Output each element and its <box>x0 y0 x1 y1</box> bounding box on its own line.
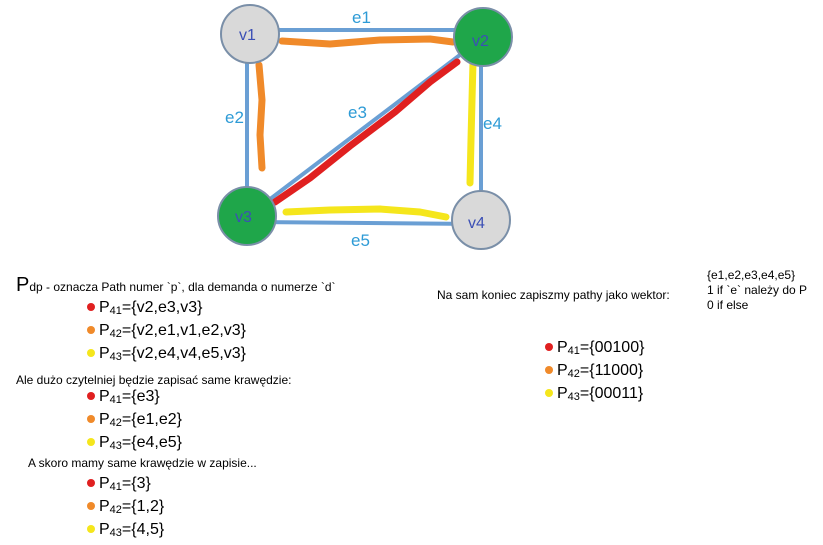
path-p42-numbers: P42={1,2} <box>87 495 164 518</box>
definition-subscript: dp <box>29 280 43 294</box>
red-dot-icon <box>87 479 95 487</box>
graph-diagram: v1 v2 v3 v4 e1 e2 e3 e4 e5 <box>217 4 513 250</box>
red-dot-icon <box>545 343 553 351</box>
yellow-dot-icon <box>87 438 95 446</box>
path-p43-vertices: P43={v2,e4,v4,e5,v3} <box>87 342 246 365</box>
node-label-v1: v1 <box>239 27 256 44</box>
node-label-v3: v3 <box>235 209 252 226</box>
path-orange-stroke-left <box>255 61 266 172</box>
path-p43-vector: P43={00011} <box>545 382 644 405</box>
node-v1 <box>220 4 280 64</box>
orange-dot-icon <box>87 502 95 510</box>
vector-legend-edges: {e1,e2,e3,e4,e5} <box>707 268 796 282</box>
paths-edges-list: P41={e3} P42={e1,e2} P43={e4,e5} <box>87 385 182 454</box>
paths-numbers-list: P41={3} P42={1,2} P43={4,5} <box>87 472 164 541</box>
vector-intro: Na sam koniec zapiszmy pathy jako wektor… <box>437 288 670 302</box>
edge-label-e4: e4 <box>483 114 502 133</box>
edge-label-e3: e3 <box>348 103 367 122</box>
path-orange-stroke-top <box>278 35 457 48</box>
path-p43-numbers: P43={4,5} <box>87 518 164 541</box>
red-dot-icon <box>87 303 95 311</box>
edge-label-e1: e1 <box>352 8 371 27</box>
path-yellow-stroke-right <box>466 58 477 187</box>
orange-dot-icon <box>87 326 95 334</box>
path-p42-vector: P42={11000} <box>545 359 644 382</box>
path-p41-edges: P41={e3} <box>87 385 182 408</box>
orange-dot-icon <box>545 366 553 374</box>
path-p42-vertices: P42={v2,e1,v1,e2,v3} <box>87 319 246 342</box>
paths-vectors-list: P41={00100} P42={11000} P43={00011} <box>545 336 644 405</box>
path-red-stroke <box>271 58 461 206</box>
yellow-dot-icon <box>87 525 95 533</box>
path-p41-numbers: P41={3} <box>87 472 164 495</box>
path-p42-edges: P42={e1,e2} <box>87 408 182 431</box>
definition-text: - oznacza Path numer `p`, dla demanda o … <box>42 280 336 294</box>
node-v3 <box>217 186 277 246</box>
vector-legend-one: 1 if `e` należy do P <box>707 283 808 297</box>
node-label-v2: v2 <box>472 33 489 50</box>
vector-legend-zero: 0 if else <box>707 298 749 312</box>
node-v2 <box>453 7 513 67</box>
path-p41-vector: P41={00100} <box>545 336 644 359</box>
node-label-v4: v4 <box>468 215 485 232</box>
yellow-dot-icon <box>545 389 553 397</box>
note-numbers: A skoro mamy same krawędzie w zapisie... <box>28 456 257 470</box>
edge-label-e5: e5 <box>351 231 370 250</box>
definition-symbol: P <box>16 274 30 296</box>
node-v4 <box>451 190 511 250</box>
vector-legend: {e1,e2,e3,e4,e5} 1 if `e` należy do P 0 … <box>707 268 807 313</box>
yellow-dot-icon <box>87 349 95 357</box>
orange-dot-icon <box>87 415 95 423</box>
paths-vertices-list: P41={v2,e3,v3} P42={v2,e1,v1,e2,v3} P43=… <box>87 296 246 365</box>
path-p41-vertices: P41={v2,e3,v3} <box>87 296 246 319</box>
red-dot-icon <box>87 392 95 400</box>
path-p43-edges: P43={e4,e5} <box>87 431 182 454</box>
edge-e5 <box>249 220 479 226</box>
path-yellow-stroke-bottom <box>282 205 450 221</box>
edge-e3 <box>251 40 479 214</box>
definition-line: Pdp - oznacza Path numer `p`, dla demand… <box>16 274 336 297</box>
note-edges: Ale dużo czytelniej będzie zapisać same … <box>16 373 292 387</box>
edge-label-e2: e2 <box>225 108 244 127</box>
